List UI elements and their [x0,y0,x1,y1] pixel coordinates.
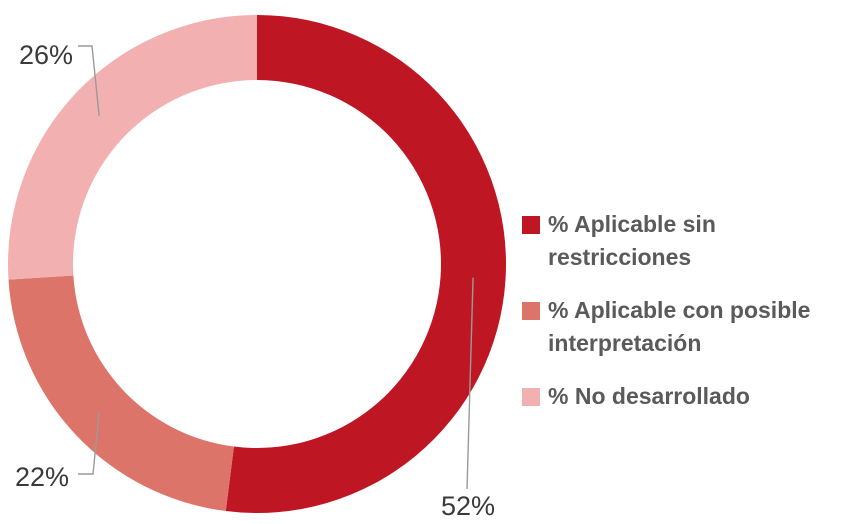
legend-swatch [522,388,540,406]
leader-line-aplicable-con-interpretacion [78,412,100,475]
donut-slices [7,15,507,514]
legend-label: % Aplicable sin restricciones [548,211,716,270]
legend-swatch [522,216,540,234]
donut-slice-aplicable-con-interpretacion [8,275,234,512]
legend-label: % Aplicable con posible interpretación [548,297,811,356]
donut-slice-aplicable-sin-restricciones [225,15,507,514]
leader-lines [78,45,474,490]
leader-line-no-desarrollado [78,45,100,116]
data-label-aplicable-con-interpretacion: 22% [15,462,69,492]
data-label-aplicable-sin-restricciones: 52% [441,491,495,521]
legend-item-aplicable-con-interpretacion: % Aplicable con posible interpretación [522,294,851,360]
legend-item-aplicable-sin-restricciones: % Aplicable sin restricciones [522,208,851,274]
donut-slice-no-desarrollado [7,15,257,280]
data-label-no-desarrollado: 26% [19,40,73,70]
legend-label: % No desarrollado [548,383,750,409]
donut-chart: 52% 22% 26% [7,15,507,521]
leader-line-aplicable-sin-restricciones [466,277,474,490]
legend: % Aplicable sin restricciones % Aplicabl… [522,208,851,433]
legend-item-no-desarrollado: % No desarrollado [522,380,851,413]
legend-swatch [522,302,540,320]
